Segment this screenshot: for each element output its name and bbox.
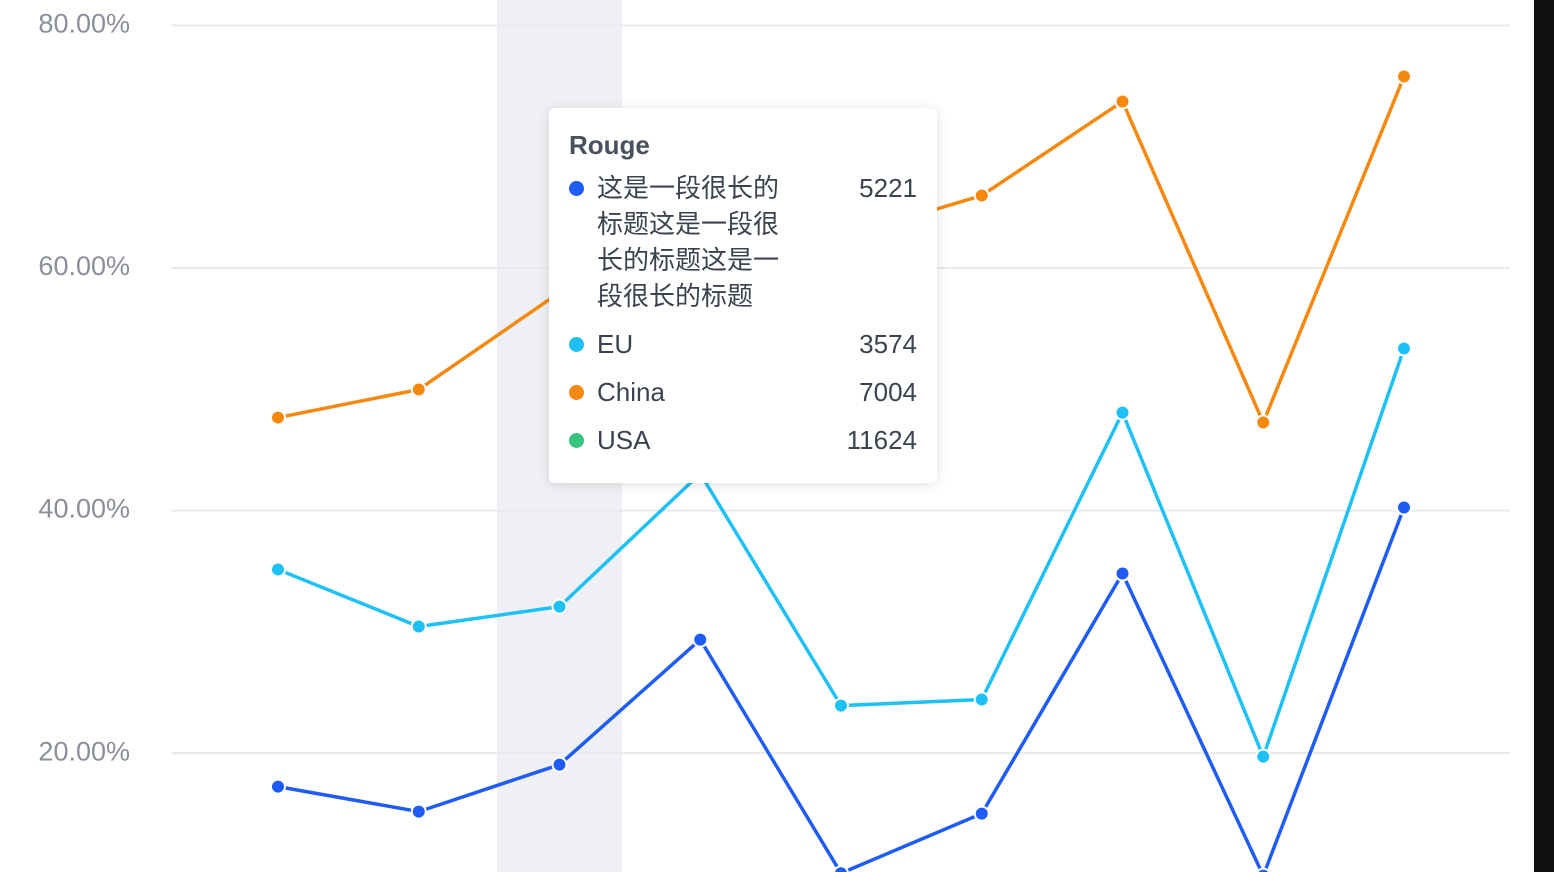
data-point xyxy=(1396,68,1412,85)
data-point xyxy=(973,805,990,822)
data-point xyxy=(270,561,286,578)
tooltip-title: Rouge xyxy=(569,130,650,160)
data-point xyxy=(1114,565,1131,582)
tooltip-name: EU xyxy=(597,329,634,359)
data-point xyxy=(1255,414,1272,431)
edge-bar xyxy=(1534,0,1554,872)
data-point xyxy=(1255,748,1272,765)
tooltip-value: 5221 xyxy=(859,173,917,203)
data-point xyxy=(270,409,286,426)
grid: 20.00% 40.00% 60.00% 80.00% xyxy=(38,9,1510,766)
series-line xyxy=(277,506,1406,872)
data-point xyxy=(410,618,427,635)
data-point xyxy=(1396,499,1412,516)
data-point xyxy=(551,598,568,615)
data-point xyxy=(270,778,286,795)
y-tick-label: 60.00% xyxy=(38,251,130,281)
tooltip-name: 这是一段很长的标题这是一段很长的标题这是一段很长的标题 xyxy=(597,173,780,311)
tooltip-value: 11624 xyxy=(846,425,917,455)
tooltip: Rouge 这是一段很长的标题这是一段很长的标题这是一段很长的标题 5221 EU 3… xyxy=(549,108,937,483)
tooltip-item: USA 11624 xyxy=(569,422,917,458)
data-point xyxy=(833,697,849,714)
data-point xyxy=(973,691,990,708)
data-point xyxy=(833,865,849,872)
y-tick-label: 40.00% xyxy=(38,494,130,524)
data-point xyxy=(1396,340,1412,357)
data-point xyxy=(692,631,709,648)
tooltip-marker xyxy=(569,337,584,352)
tooltip-items: 这是一段很长的标题这是一段很长的标题这是一段很长的标题 5221 EU 3574 Chi… xyxy=(569,170,917,458)
data-point xyxy=(973,187,990,204)
tooltip-value: 3574 xyxy=(859,329,917,359)
data-point xyxy=(1114,93,1131,110)
data-point xyxy=(1114,404,1131,421)
tooltip-marker xyxy=(569,433,584,448)
tooltip-item: 这是一段很长的标题这是一段很长的标题这是一段很长的标题 5221 xyxy=(569,170,917,314)
tooltip-name: USA xyxy=(597,425,651,455)
tooltip-value: 7004 xyxy=(859,377,917,407)
data-point xyxy=(410,381,427,398)
tooltip-marker xyxy=(569,181,584,196)
tooltip-name: China xyxy=(597,377,665,407)
data-point xyxy=(410,803,427,820)
data-point xyxy=(551,756,568,773)
tooltip-item: EU 3574 xyxy=(569,326,917,362)
tooltip-item: China 7004 xyxy=(569,374,917,410)
data-point xyxy=(1256,867,1271,872)
tooltip-marker xyxy=(569,385,584,400)
y-tick-label: 20.00% xyxy=(38,736,130,766)
y-tick-label: 80.00% xyxy=(38,9,130,39)
